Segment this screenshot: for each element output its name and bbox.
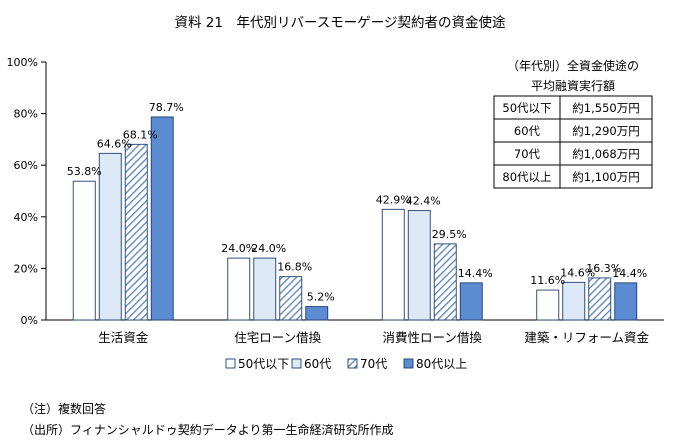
data-label: 24.0% bbox=[251, 242, 286, 255]
data-label: 5.2% bbox=[307, 291, 335, 304]
data-label: 14.6% bbox=[560, 266, 595, 279]
inset-amount: 約1,068万円 bbox=[572, 147, 639, 161]
data-label: 78.7% bbox=[149, 101, 184, 114]
bar-2-3 bbox=[279, 276, 303, 321]
bars bbox=[72, 116, 638, 321]
bar-3-2 bbox=[407, 210, 431, 321]
data-labels: 53.8% 64.6%68.1% 78.7% 24.0%24.0% 16.8% 5.2% 4… bbox=[67, 101, 647, 304]
data-label: 14.4% bbox=[612, 267, 647, 280]
legend-label: 50代以下 bbox=[238, 357, 289, 371]
legend-swatch bbox=[403, 358, 414, 369]
legend: 50代以下 60代 70代 80代以上 bbox=[225, 357, 467, 371]
bar-1-4 bbox=[150, 116, 174, 321]
legend-swatch bbox=[291, 358, 302, 369]
legend-label: 80代以上 bbox=[416, 357, 467, 371]
bar-2-2 bbox=[253, 257, 277, 321]
bar-1-2 bbox=[98, 152, 122, 321]
inset-amount: 約1,550万円 bbox=[572, 101, 639, 115]
data-label: 53.8% bbox=[67, 165, 102, 178]
bar-4-4 bbox=[614, 282, 638, 321]
note-multiple-answers: （注）複数回答 bbox=[22, 402, 107, 416]
data-label: 42.9% bbox=[376, 193, 411, 206]
y-tick-label: 20% bbox=[14, 262, 38, 275]
inset-age: 50代以下 bbox=[502, 101, 551, 115]
data-label: 16.8% bbox=[277, 261, 312, 274]
legend-swatch bbox=[347, 358, 358, 369]
data-label: 29.5% bbox=[432, 228, 467, 241]
data-label: 14.4% bbox=[458, 267, 493, 280]
bar-1-3 bbox=[124, 143, 148, 321]
data-label: 16.3% bbox=[586, 262, 621, 275]
legend-label: 60代 bbox=[304, 357, 331, 371]
note-source: （出所）フィナンシャルドゥ契約データより第一生命経済研究所作成 bbox=[22, 423, 394, 437]
inset-age: 60代 bbox=[514, 124, 541, 138]
data-label: 11.6% bbox=[530, 274, 565, 287]
data-label: 24.0% bbox=[221, 242, 256, 255]
y-tick-label: 0% bbox=[21, 314, 38, 327]
inset-age: 80代以上 bbox=[502, 170, 551, 184]
inset-amount: 約1,100万円 bbox=[572, 170, 639, 184]
bar-2-1 bbox=[227, 257, 251, 321]
bar-3-4 bbox=[459, 282, 483, 321]
y-tick-label: 80% bbox=[14, 108, 38, 121]
y-tick-label: 40% bbox=[14, 211, 38, 224]
inset-amount: 約1,290万円 bbox=[572, 124, 639, 138]
bar-2-4 bbox=[305, 306, 329, 321]
data-label: 68.1% bbox=[123, 128, 158, 141]
legend-label: 70代 bbox=[360, 357, 387, 371]
bar-3-3 bbox=[433, 243, 457, 321]
category-label: 生活資金 bbox=[98, 330, 149, 345]
category-label: 消費性ローン借換 bbox=[383, 330, 483, 345]
category-label: 住宅ローン借換 bbox=[234, 330, 321, 345]
axes: 0% 20% 40% 60% 80% 100% bbox=[7, 56, 664, 327]
bar-4-1 bbox=[536, 289, 560, 321]
legend-swatch bbox=[225, 358, 236, 369]
bar-3-1 bbox=[381, 208, 405, 321]
y-tick-label: 60% bbox=[14, 159, 38, 172]
bar-4-3 bbox=[588, 277, 612, 321]
inset-age: 70代 bbox=[514, 147, 541, 161]
bar-4-2 bbox=[562, 281, 586, 321]
inset-title-line2: 平均融資実行額 bbox=[531, 78, 615, 93]
data-label: 64.6% bbox=[97, 137, 132, 150]
category-label: 建築・リフォーム資金 bbox=[524, 330, 649, 345]
chart-title: 資料 21 年代別リバースモーゲージ契約者の資金使途 bbox=[174, 14, 506, 31]
category-labels: 生活資金 住宅ローン借換 消費性ローン借換 建築・リフォーム資金 bbox=[98, 330, 649, 345]
data-label: 42.4% bbox=[406, 195, 441, 208]
inset-title-line1: （年代別）全資金使途の bbox=[507, 58, 639, 73]
bar-1-1 bbox=[72, 180, 96, 321]
y-tick-label: 100% bbox=[7, 56, 38, 69]
